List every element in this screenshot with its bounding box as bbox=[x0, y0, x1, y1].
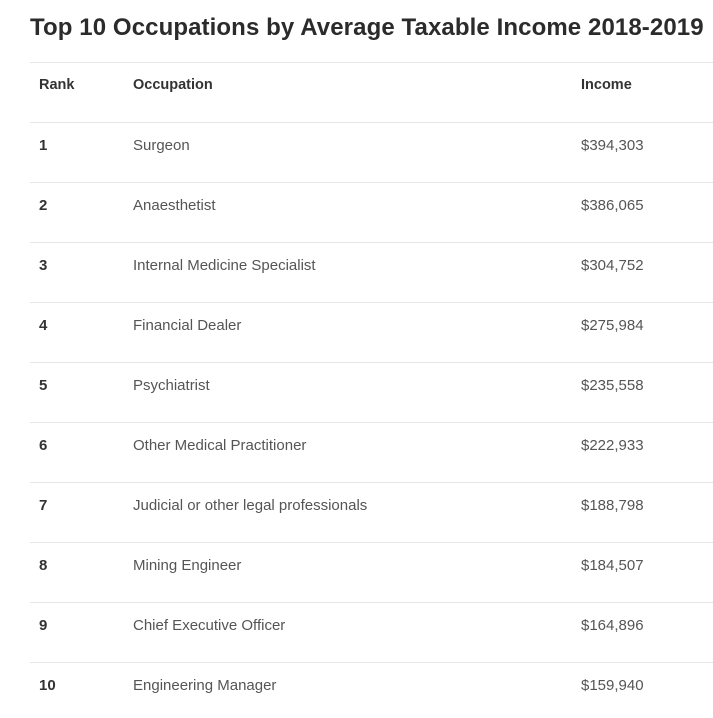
income-cell: $159,940 bbox=[581, 677, 644, 694]
income-cell: $235,558 bbox=[581, 377, 644, 394]
income-cell: $304,752 bbox=[581, 257, 644, 274]
page-title: Top 10 Occupations by Average Taxable In… bbox=[30, 14, 704, 41]
occupation-cell: Engineering Manager bbox=[133, 677, 277, 694]
column-header-occupation: Occupation bbox=[133, 77, 213, 93]
table-row: 6 Other Medical Practitioner $222,933 bbox=[30, 422, 713, 482]
table-row: 1 Surgeon $394,303 bbox=[30, 122, 713, 182]
rank-cell: 3 bbox=[39, 257, 48, 274]
occupation-cell: Internal Medicine Specialist bbox=[133, 257, 316, 274]
table-row: 9 Chief Executive Officer $164,896 bbox=[30, 602, 713, 662]
rank-cell: 5 bbox=[39, 377, 48, 394]
rank-cell: 9 bbox=[39, 617, 48, 634]
table-row: 4 Financial Dealer $275,984 bbox=[30, 302, 713, 362]
income-cell: $394,303 bbox=[581, 137, 644, 154]
column-header-income: Income bbox=[581, 77, 632, 93]
table-row: 8 Mining Engineer $184,507 bbox=[30, 542, 713, 602]
rank-cell: 6 bbox=[39, 437, 48, 454]
table-row: 10 Engineering Manager $159,940 bbox=[30, 662, 713, 718]
rank-cell: 8 bbox=[39, 557, 48, 574]
rank-cell: 10 bbox=[39, 677, 56, 694]
table-row: 2 Anaesthetist $386,065 bbox=[30, 182, 713, 242]
income-cell: $164,896 bbox=[581, 617, 644, 634]
income-cell: $184,507 bbox=[581, 557, 644, 574]
occupation-cell: Mining Engineer bbox=[133, 557, 242, 574]
income-cell: $188,798 bbox=[581, 497, 644, 514]
occupation-cell: Chief Executive Officer bbox=[133, 617, 286, 634]
income-cell: $222,933 bbox=[581, 437, 644, 454]
income-table: Rank Occupation Income 1 Surgeon $394,30… bbox=[30, 62, 713, 718]
rank-cell: 4 bbox=[39, 317, 48, 334]
column-header-rank: Rank bbox=[39, 77, 75, 93]
rank-cell: 7 bbox=[39, 497, 48, 514]
rank-cell: 1 bbox=[39, 137, 48, 154]
table-header-row: Rank Occupation Income bbox=[30, 62, 713, 122]
table-row: 7 Judicial or other legal professionals … bbox=[30, 482, 713, 542]
income-cell: $386,065 bbox=[581, 197, 644, 214]
rank-cell: 2 bbox=[39, 197, 48, 214]
occupation-cell: Financial Dealer bbox=[133, 317, 242, 334]
occupation-cell: Anaesthetist bbox=[133, 197, 216, 214]
occupation-cell: Judicial or other legal professionals bbox=[133, 497, 368, 514]
occupation-cell: Surgeon bbox=[133, 137, 190, 154]
table-row: 3 Internal Medicine Specialist $304,752 bbox=[30, 242, 713, 302]
table-row: 5 Psychiatrist $235,558 bbox=[30, 362, 713, 422]
occupation-cell: Psychiatrist bbox=[133, 377, 210, 394]
income-cell: $275,984 bbox=[581, 317, 644, 334]
occupation-cell: Other Medical Practitioner bbox=[133, 437, 307, 454]
